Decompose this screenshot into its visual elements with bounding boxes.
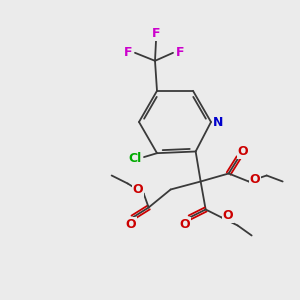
Text: N: N (213, 116, 223, 128)
Text: Cl: Cl (128, 152, 142, 165)
Text: F: F (152, 27, 160, 40)
Text: O: O (179, 218, 190, 231)
Text: O: O (222, 209, 233, 222)
Text: O: O (249, 173, 260, 186)
Text: O: O (125, 218, 136, 231)
Text: F: F (176, 46, 184, 59)
Text: F: F (124, 46, 132, 59)
Text: O: O (132, 183, 143, 196)
Text: O: O (237, 145, 248, 158)
